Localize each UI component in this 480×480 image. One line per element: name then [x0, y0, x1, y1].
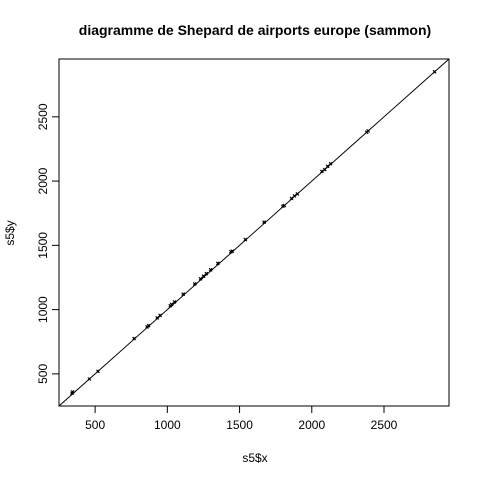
x-axis-label: s5$x	[242, 451, 267, 465]
x-axis: 500 1000 1500 2000 2500	[85, 405, 398, 432]
x-tick-label: 500	[85, 418, 105, 432]
y-tick-label: 1500	[36, 232, 50, 259]
y-tick-label: 500	[36, 364, 50, 384]
x-tick-label: 1500	[226, 418, 253, 432]
y-axis-label: s5$y	[3, 220, 17, 245]
y-tick-label: 2000	[36, 167, 50, 194]
x-tick-label: 1000	[154, 418, 181, 432]
y-tick-label: 1000	[36, 296, 50, 323]
y-axis: 500 1000 1500 2000 2500	[36, 103, 60, 384]
x-tick-label: 2000	[298, 418, 325, 432]
chart-title: diagramme de Shepard de airports europe …	[79, 22, 431, 38]
y-tick-label: 2500	[36, 103, 50, 130]
identity-reference-line	[58, 58, 450, 407]
x-tick-label: 2500	[371, 418, 398, 432]
